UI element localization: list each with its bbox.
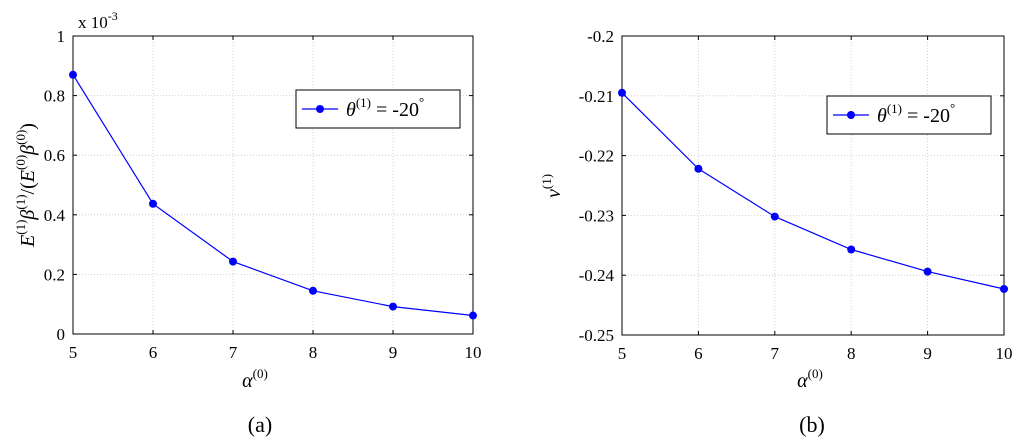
- y-tick-label: -0.24: [579, 266, 615, 285]
- y-tick-label: -0.25: [579, 326, 614, 345]
- y-tick-label: -0.2: [587, 27, 614, 46]
- x-tick-label: 7: [771, 344, 780, 363]
- data-point: [694, 164, 703, 173]
- x-tick-label: 6: [694, 344, 703, 363]
- y-tick-label: 0.8: [44, 87, 65, 106]
- x-tick-label: 10: [465, 343, 482, 362]
- x-tick-label: 9: [923, 344, 932, 363]
- data-point: [309, 286, 317, 295]
- y-tick-label: 0: [57, 325, 66, 344]
- y-tick-label: 0.6: [44, 146, 65, 165]
- data-point: [69, 70, 77, 79]
- data-point: [1000, 284, 1008, 293]
- data-point: [149, 199, 157, 208]
- plot-area-b: [622, 36, 1004, 335]
- y-tick-label: -0.23: [579, 206, 614, 225]
- axes-frame-b: [621, 35, 1005, 336]
- x-tick-label: 8: [847, 344, 856, 363]
- data-point: [618, 88, 626, 97]
- y-tick-label: -0.21: [579, 87, 614, 106]
- x-tick-label: 10: [996, 344, 1013, 363]
- legend-label-a: θ(1) = -20°: [346, 94, 424, 121]
- ticks-a: 5 6 7 8 9 10 0 0.2 0.4 0.6 0.8 1: [44, 27, 482, 362]
- caption-b: (b): [799, 412, 825, 437]
- data-point: [923, 267, 932, 276]
- x-axis-label-b: α(0): [797, 366, 823, 392]
- x-tick-label: 5: [69, 343, 78, 362]
- data-point: [770, 212, 779, 221]
- legend-a: θ(1) = -20°: [295, 89, 461, 129]
- data-point: [847, 245, 856, 254]
- y-axis-label-b: ν(1): [539, 174, 565, 198]
- legend-box-b: [826, 95, 992, 135]
- axes-frame-a: [72, 35, 474, 335]
- chart-panel-a: 5 6 7 8 9 10 0 0.2 0.4 0.6 0.8 1 x 10-3 E(1)β(1)/(E…: [13, 9, 482, 437]
- series-a: [69, 70, 477, 320]
- data-point: [229, 257, 237, 266]
- series-line: [621, 92, 1005, 290]
- caption-a: (a): [248, 412, 272, 437]
- y-tick-label: 1: [57, 27, 66, 46]
- chart-panel-b: 5 6 7 8 9 10 -0.25 -0.24 -0.23 -0.22 -0.21 -0.2 ν(1…: [539, 27, 1013, 437]
- x-tick-label: 6: [149, 343, 158, 362]
- legend-b: θ(1) = -20°: [826, 95, 992, 135]
- ticks-b: 5 6 7 8 9 10 -0.25 -0.24 -0.23 -0.22 -0.21 -0.2: [579, 27, 1013, 363]
- x-axis-label-a: α(0): [242, 366, 268, 392]
- legend-marker-b: [847, 111, 855, 119]
- x-tick-label: 5: [618, 344, 627, 363]
- x-tick-label: 8: [309, 343, 318, 362]
- x-tick-label: 9: [389, 343, 398, 362]
- legend-marker-a: [316, 105, 324, 113]
- data-point: [389, 302, 397, 311]
- x-tick-label: 7: [229, 343, 238, 362]
- y-tick-label: 0.4: [44, 206, 66, 225]
- series-line: [72, 74, 474, 317]
- series-b: [618, 88, 1008, 293]
- data-point: [469, 311, 477, 320]
- axis-exponent-a: x 10-3: [78, 9, 118, 32]
- plot-area-a: [73, 36, 473, 334]
- y-tick-label: 0.2: [44, 265, 65, 284]
- y-axis-label-a: E(1)β(1)/(E(0)β(0)): [13, 123, 39, 248]
- y-tick-label: -0.22: [579, 147, 614, 166]
- legend-label-b: θ(1) = -20°: [877, 100, 955, 127]
